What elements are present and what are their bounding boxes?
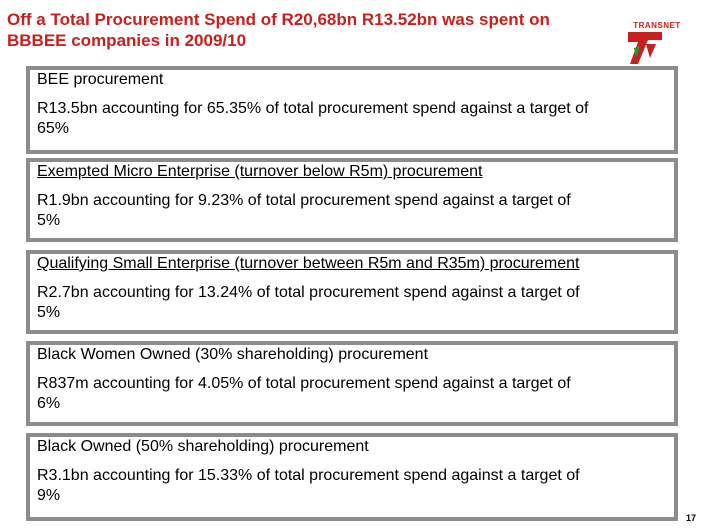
section-black-women-owned: Black Women Owned (30% shareholding) pro… xyxy=(26,341,678,426)
section-title: Qualifying Small Enterprise (turnover be… xyxy=(37,255,580,272)
transnet-logo-icon xyxy=(628,32,662,64)
section-body-line-1: R1.9bn accounting for 9.23% of total pro… xyxy=(37,192,571,209)
section-title: BEE procurement xyxy=(37,71,164,88)
section-black-owned: Black Owned (50% shareholding) procureme… xyxy=(26,433,678,521)
section-body: R13.5bn accounting for 65.35% of total p… xyxy=(37,99,667,139)
section-body-line-2: 9% xyxy=(37,487,61,504)
section-body-line-1: R13.5bn accounting for 65.35% of total p… xyxy=(37,100,589,117)
section-title: Exempted Micro Enterprise (turnover belo… xyxy=(37,163,483,180)
section-body-line-2: 5% xyxy=(37,304,61,321)
section-exempted-micro-enterprise: Exempted Micro Enterprise (turnover belo… xyxy=(26,158,678,242)
section-title: Black Women Owned (30% shareholding) pro… xyxy=(37,346,429,363)
transnet-logo: TRANSNET xyxy=(616,8,698,70)
section-body-line-2: 5% xyxy=(37,212,61,229)
section-body-line-2: 65% xyxy=(37,120,70,137)
slide-title-line-2: BBBEE companies in 2009/10 xyxy=(7,31,247,50)
section-body: R1.9bn accounting for 9.23% of total pro… xyxy=(37,191,667,231)
slide-title: Off a Total Procurement Spend of R20,68b… xyxy=(7,9,607,51)
section-body-line-1: R2.7bn accounting for 13.24% of total pr… xyxy=(37,284,580,301)
section-body-line-2: 6% xyxy=(37,395,61,412)
logo-text: TRANSNET xyxy=(633,21,681,30)
section-body: R2.7bn accounting for 13.24% of total pr… xyxy=(37,283,667,323)
slide-number: 17 xyxy=(685,513,696,523)
section-body-line-1: R837m accounting for 4.05% of total proc… xyxy=(37,375,571,392)
section-body: R837m accounting for 4.05% of total proc… xyxy=(37,374,667,414)
slide-title-line-1: Off a Total Procurement Spend of R20,68b… xyxy=(7,10,550,29)
section-title: Black Owned (50% shareholding) procureme… xyxy=(37,438,369,455)
section-bee-procurement: BEE procurement R13.5bn accounting for 6… xyxy=(26,66,678,154)
section-body-line-1: R3.1bn accounting for 15.33% of total pr… xyxy=(37,467,580,484)
section-qualifying-small-enterprise: Qualifying Small Enterprise (turnover be… xyxy=(26,250,678,334)
section-body: R3.1bn accounting for 15.33% of total pr… xyxy=(37,466,667,506)
